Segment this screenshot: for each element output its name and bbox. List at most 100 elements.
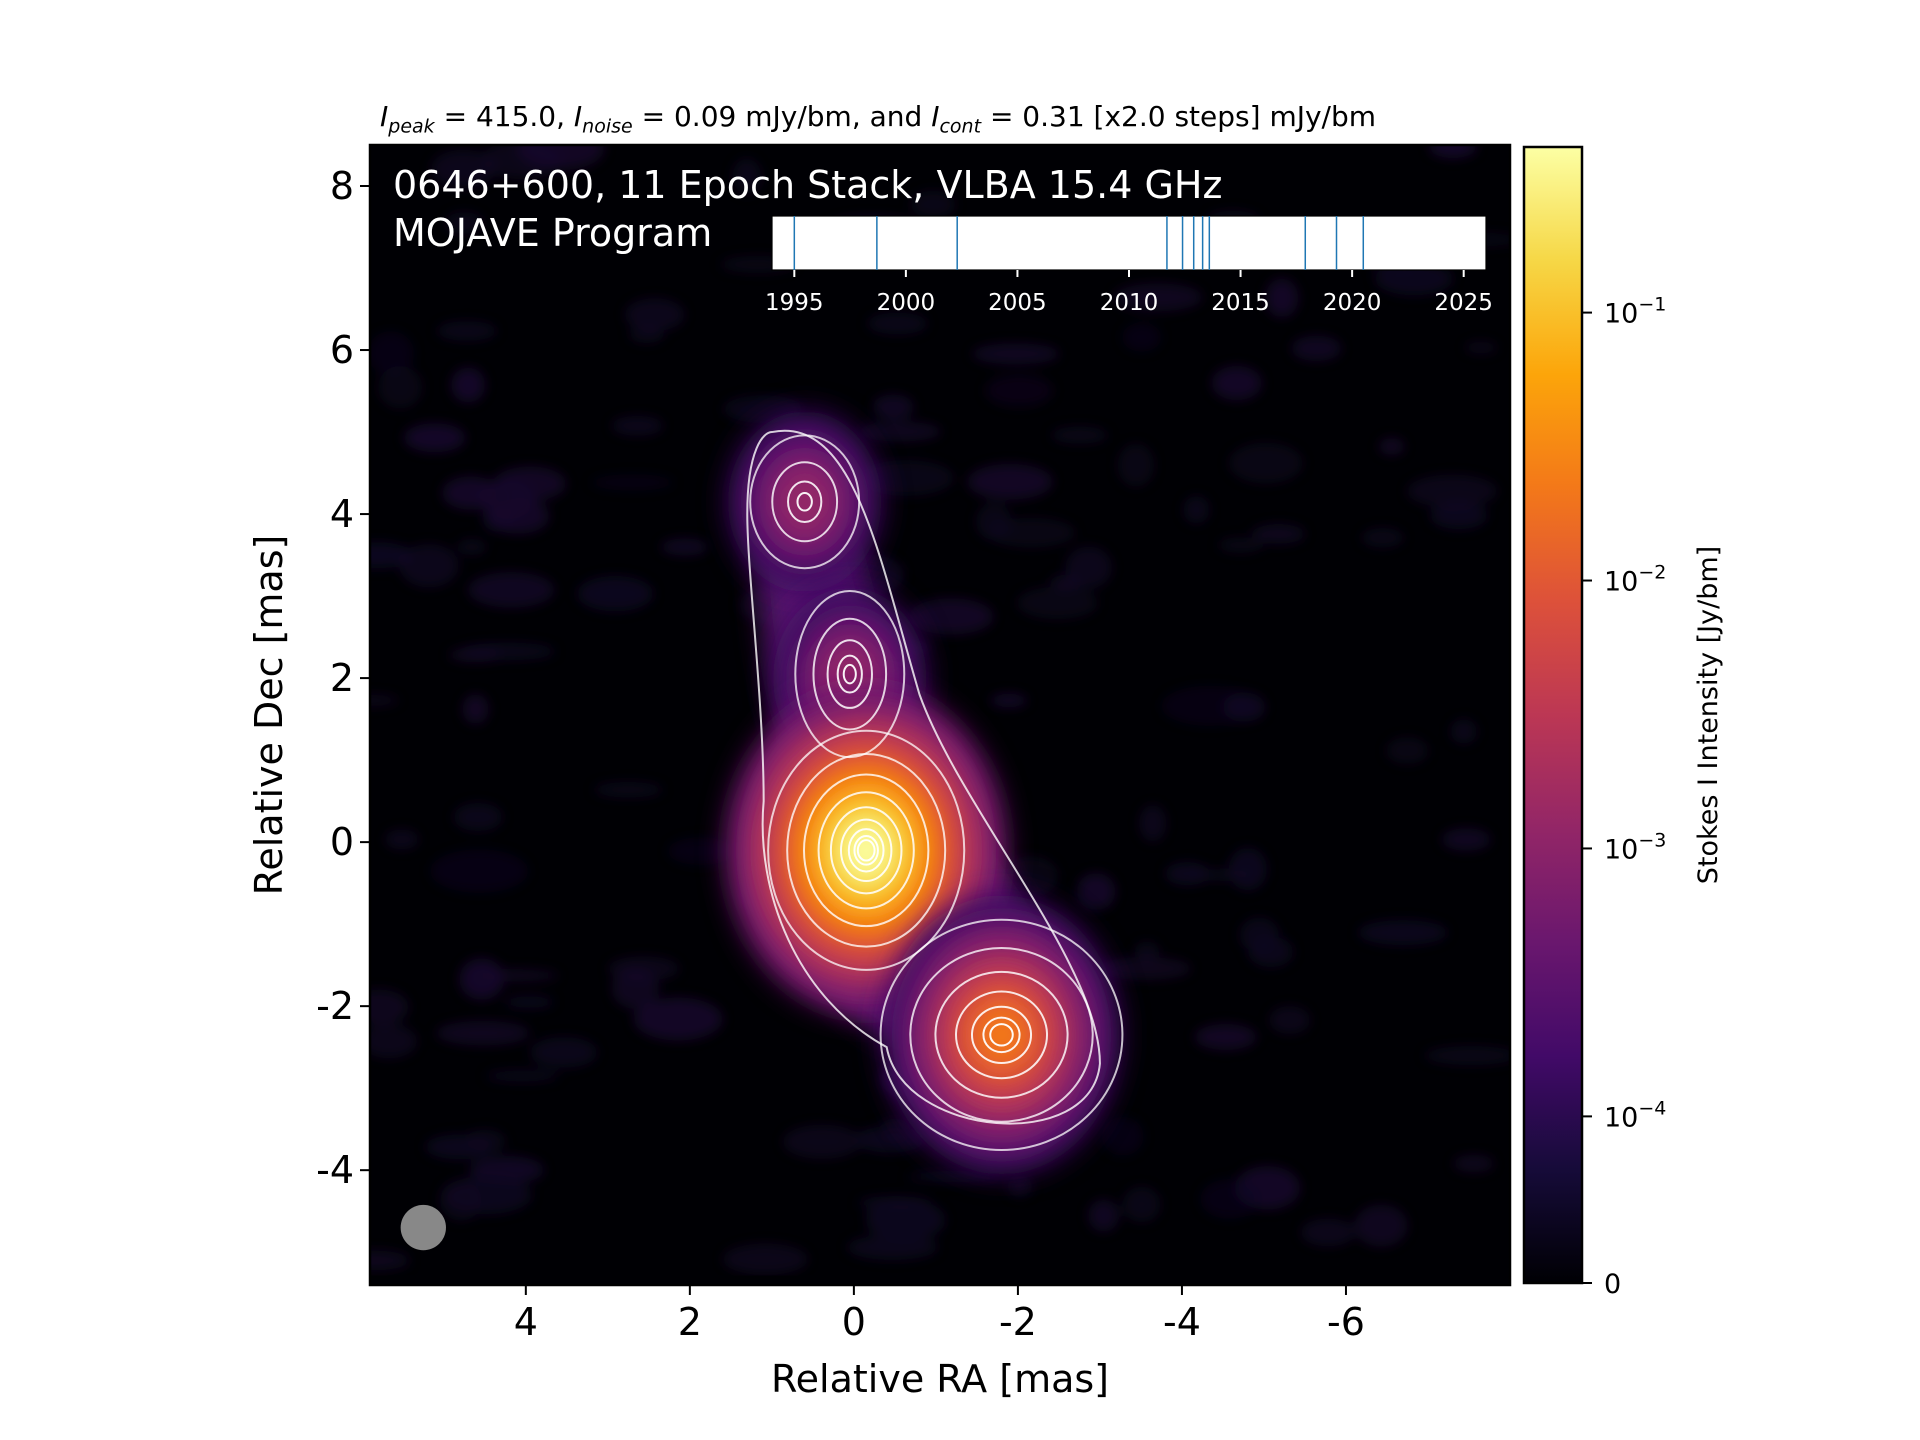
noise-blob xyxy=(878,1117,911,1146)
y-tick-label: 4 xyxy=(330,492,354,536)
contour-level xyxy=(803,773,930,928)
contour-level xyxy=(989,1023,1014,1047)
noise-blob xyxy=(1300,1218,1356,1247)
timeline-box xyxy=(771,215,1487,271)
noise-blob xyxy=(1165,861,1210,886)
noise-blob xyxy=(403,423,466,453)
contour-level xyxy=(982,1016,1021,1054)
noise-blob xyxy=(857,1195,932,1211)
noise-blob xyxy=(1134,941,1160,962)
colorbar-label: Stokes I Intensity [Jy/bm] xyxy=(1693,546,1724,884)
noise-blob xyxy=(464,1129,506,1153)
y-tick-label: 2 xyxy=(330,656,354,700)
noise-blob xyxy=(611,415,664,436)
contour-level xyxy=(842,663,857,685)
noise-blob xyxy=(445,212,484,234)
x-tick-label: 4 xyxy=(514,1300,538,1344)
contour-level xyxy=(856,839,876,862)
y-tick-label: 6 xyxy=(330,328,354,372)
noise-blob xyxy=(1217,537,1264,554)
emission-component-1 xyxy=(771,463,838,541)
contour-level xyxy=(812,617,888,731)
noise-blob xyxy=(1122,322,1162,352)
x-tick-label: 0 xyxy=(842,1300,866,1344)
noise-blob xyxy=(399,543,459,588)
noise-blob xyxy=(722,1243,809,1276)
noise-blob xyxy=(441,1175,532,1215)
x-tick-label: -2 xyxy=(999,1300,1037,1344)
noise-blob xyxy=(577,575,654,612)
x-tick-label: -6 xyxy=(1327,1300,1365,1344)
timeline-tick-label: 2025 xyxy=(1434,290,1493,316)
noise-blob xyxy=(1361,527,1405,548)
noise-blob xyxy=(1385,736,1429,765)
noise-blob xyxy=(1354,1204,1408,1247)
noise-blob xyxy=(377,365,423,409)
noise-blob xyxy=(1378,438,1405,455)
noise-blob xyxy=(1211,365,1262,401)
noise-blob xyxy=(1088,1199,1119,1232)
noise-blob xyxy=(1139,804,1167,842)
contour-outer xyxy=(746,429,1101,1125)
noise-blob xyxy=(1122,1186,1161,1223)
noise-blob xyxy=(370,331,414,376)
noise-blob xyxy=(1406,474,1498,508)
x-tick-label: -4 xyxy=(1163,1300,1201,1344)
contour-level xyxy=(847,828,885,873)
noise-blob xyxy=(867,312,928,335)
contour-level xyxy=(909,946,1094,1123)
noise-blob xyxy=(459,958,505,1000)
contour-lines xyxy=(746,429,1124,1152)
colorbar-tick-label: 10−4 xyxy=(1604,1097,1666,1133)
contour-level xyxy=(749,434,861,570)
colorbar-tick-label: 10−3 xyxy=(1604,829,1666,865)
noise-blob xyxy=(1102,1117,1144,1156)
noise-blob xyxy=(1065,546,1113,589)
noise-blob xyxy=(436,320,498,341)
noise-blob xyxy=(1194,1023,1257,1051)
noise-blob xyxy=(430,149,496,189)
noise-blob xyxy=(1076,872,1116,911)
contour-level xyxy=(853,834,879,866)
noise-blob xyxy=(857,459,955,497)
noise-blob xyxy=(484,1069,560,1083)
noise-blob xyxy=(858,421,942,442)
noise-blob xyxy=(1251,523,1306,544)
contour-level xyxy=(836,654,863,694)
noise-blob xyxy=(1228,442,1304,484)
y-axis-label: Relative Dec [mas] xyxy=(247,535,291,896)
noise-blob xyxy=(1268,1005,1311,1035)
noise-blob xyxy=(1183,495,1210,524)
timeline-tick-label: 2015 xyxy=(1211,290,1270,316)
noise-blob xyxy=(1430,501,1488,530)
noise-blob xyxy=(370,989,409,1025)
plot-frame xyxy=(368,143,1512,1287)
contour-level xyxy=(794,590,906,759)
noise-blob xyxy=(467,571,555,608)
noise-blob xyxy=(782,1124,862,1160)
noise-blob xyxy=(1291,335,1342,362)
y-tick-label: -2 xyxy=(316,984,354,1028)
epoch-timeline: 1995 2000 2005 2010 2015 2020 2025 xyxy=(765,215,1493,316)
y-tick-label: 0 xyxy=(330,820,354,864)
noise-blob xyxy=(660,538,709,556)
noise-blob xyxy=(504,995,555,1009)
noise-blob xyxy=(462,694,489,725)
x-axis: 4 2 0 -2 -4 -6 xyxy=(514,1285,1365,1344)
noise-blob xyxy=(1016,586,1099,620)
noise-blob xyxy=(1161,685,1258,726)
noise-blob xyxy=(482,145,563,180)
noise-blob xyxy=(451,367,486,403)
noise-blob xyxy=(633,997,723,1041)
noise-blob xyxy=(846,1234,939,1261)
contour-level xyxy=(839,818,893,883)
noise-blob xyxy=(370,1250,410,1271)
contour-level xyxy=(817,791,915,910)
contour-level xyxy=(826,639,873,709)
noise-blob xyxy=(910,190,956,219)
colorbar-tick-label: 10−2 xyxy=(1604,562,1666,598)
noise-blob xyxy=(447,647,501,663)
noise-blob xyxy=(990,693,1028,708)
noise-blob xyxy=(906,1170,1005,1183)
